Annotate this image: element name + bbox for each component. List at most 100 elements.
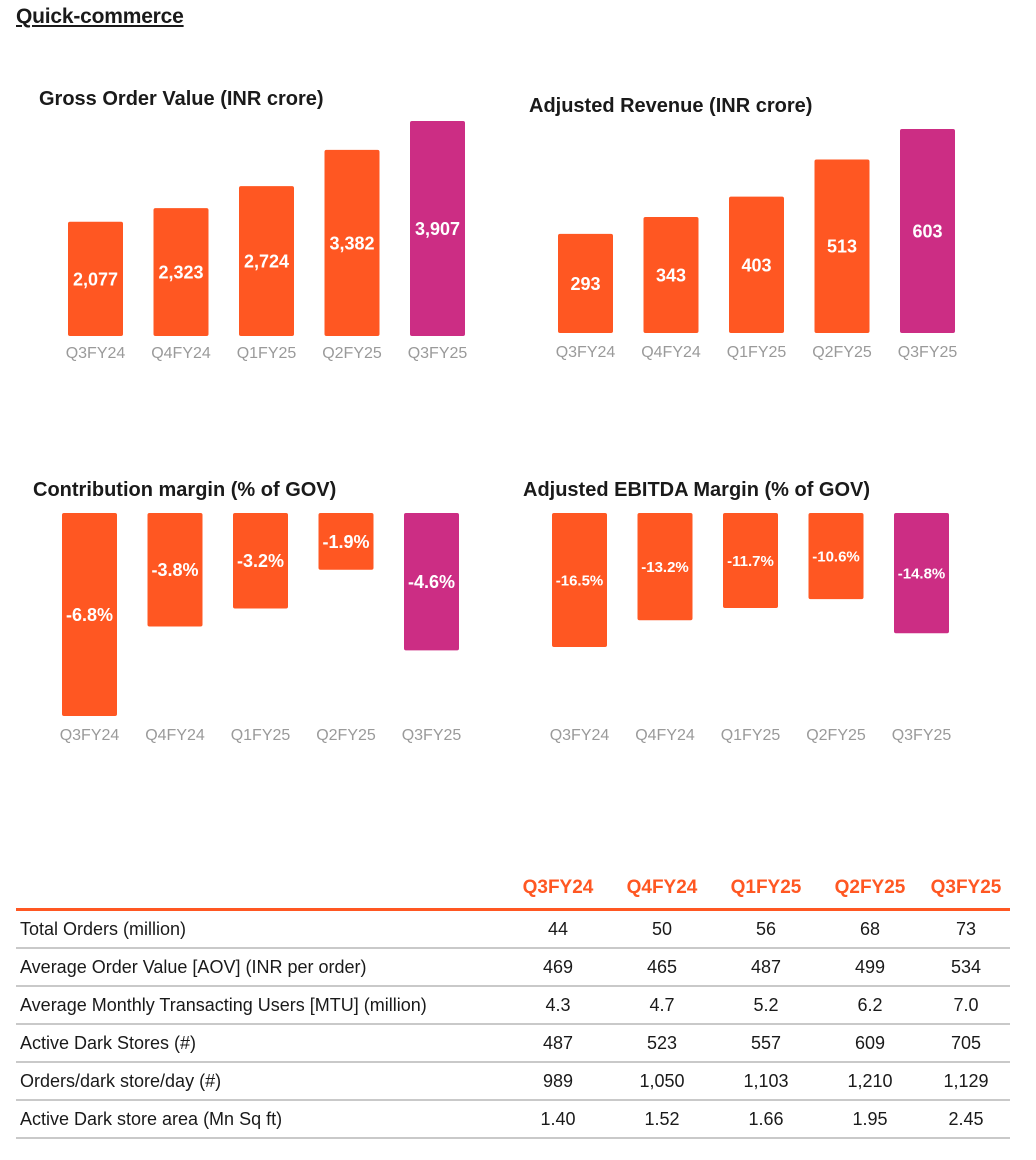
bar [637,513,693,621]
bar-value-label: -3.8% [151,560,198,580]
table-cell: 487 [506,1024,610,1063]
kpi-table: Q3FY24 Q4FY24 Q1FY25 Q2FY25 Q3FY25 Total… [16,868,1010,1139]
x-tick-label: Q1FY25 [727,344,787,361]
bar-value-label: 3,382 [329,233,374,253]
table-cell: 609 [818,1024,922,1063]
bar-value-label: 2,077 [73,269,118,289]
x-tick-label: Q3FY24 [550,727,610,744]
x-tick-label: Q2FY25 [322,345,382,362]
bar-value-label: 3,907 [415,219,460,239]
x-tick-label: Q2FY25 [812,344,872,361]
table-header-row: Q3FY24 Q4FY24 Q1FY25 Q2FY25 Q3FY25 [16,868,1010,911]
table-row-metric: Orders/dark store/day (#) [16,1062,506,1101]
table-cell: 5.2 [714,986,818,1025]
table-row-metric: Average Monthly Transacting Users [MTU] … [16,986,506,1025]
table-row-metric: Average Order Value [AOV] (INR per order… [16,948,506,987]
table-row-metric: Active Dark store area (Mn Sq ft) [16,1100,506,1139]
x-tick-label: Q3FY25 [892,727,952,744]
bar [324,149,380,336]
bar-value-label: -4.6% [408,572,455,592]
bar-value-label: 2,724 [244,252,289,272]
bar [239,186,294,336]
x-tick-label: Q3FY25 [408,345,468,362]
x-tick-label: Q4FY24 [145,727,205,744]
revenue-chart-title: Adjusted Revenue (INR crore) [529,95,813,117]
bar-value-label: -14.8% [898,565,946,582]
bar-value-label: -16.5% [556,572,604,589]
table-cell: 1.95 [818,1100,922,1139]
x-tick-label: Q4FY24 [635,727,695,744]
table-row-metric: Total Orders (million) [16,909,506,949]
table-cell: 2.45 [922,1100,1010,1139]
bar [147,513,203,627]
bar [233,513,288,609]
x-tick-label: Q3FY24 [556,344,616,361]
x-tick-label: Q2FY25 [806,727,866,744]
table-cell: 7.0 [922,986,1010,1025]
table-cell: 989 [506,1062,610,1101]
bar [62,513,117,716]
table-cell: 68 [818,909,922,949]
ebitda-chart-title: Adjusted EBITDA Margin (% of GOV) [523,479,871,501]
table-column-header: Q3FY24 [506,868,610,911]
table-row: Orders/dark store/day (#) 989 1,050 1,103 1,… [16,1062,1010,1101]
bar-value-label: 293 [570,274,600,294]
bar-value-label: -6.8% [66,605,113,625]
table-header-corner [16,868,506,911]
table-cell: 1,050 [610,1062,714,1101]
bar [808,513,864,600]
bar [68,221,123,336]
x-tick-label: Q1FY25 [721,727,781,744]
bar-value-label: -10.6% [812,548,860,565]
bar-value-label: 343 [656,265,686,285]
table-cell: 705 [922,1024,1010,1063]
bar [814,159,870,333]
bar-value-label: -1.9% [322,532,369,552]
bar [552,513,607,647]
table-cell: 4.3 [506,986,610,1025]
bar-value-label: 603 [912,221,942,241]
bar-value-label: -3.2% [237,551,284,571]
x-tick-label: Q3FY24 [60,727,120,744]
table-cell: 469 [506,948,610,987]
table-cell: 4.7 [610,986,714,1025]
bar [410,121,465,336]
table-column-header: Q2FY25 [818,868,922,911]
page-title: Quick-commerce [16,5,184,28]
table-cell: 56 [714,909,818,949]
table-cell: 523 [610,1024,714,1063]
table-cell: 1.52 [610,1100,714,1139]
x-tick-label: Q3FY25 [402,727,462,744]
bar-value-label: 403 [741,255,771,275]
x-tick-label: Q1FY25 [231,727,291,744]
table-column-header: Q3FY25 [922,868,1010,911]
table-cell: 44 [506,909,610,949]
bar-value-label: 513 [827,237,857,257]
table-cell: 1.40 [506,1100,610,1139]
x-tick-label: Q1FY25 [237,345,297,362]
x-tick-label: Q4FY24 [151,345,211,362]
table-row: Total Orders (million) 44 50 56 68 73 [16,909,1010,949]
bar [900,129,955,333]
x-tick-label: Q3FY24 [66,345,126,362]
table-row: Average Monthly Transacting Users [MTU] … [16,986,1010,1025]
table-row: Active Dark store area (Mn Sq ft) 1.40 1.5… [16,1100,1010,1139]
bar [153,208,209,336]
table-cell: 1,103 [714,1062,818,1101]
bar [723,513,778,609]
table-cell: 557 [714,1024,818,1063]
bar-value-label: -13.2% [641,559,689,576]
bar-value-label: -11.7% [727,553,774,570]
table-row-metric: Active Dark Stores (#) [16,1024,506,1063]
table-cell: 1.66 [714,1100,818,1139]
table-row: Active Dark Stores (#) 487 523 557 609 705 [16,1024,1010,1063]
x-tick-label: Q3FY25 [898,344,958,361]
table-column-header: Q1FY25 [714,868,818,911]
table-cell: 1,210 [818,1062,922,1101]
table-column-header: Q4FY24 [610,868,714,911]
table-row: Average Order Value [AOV] (INR per order… [16,948,1010,987]
